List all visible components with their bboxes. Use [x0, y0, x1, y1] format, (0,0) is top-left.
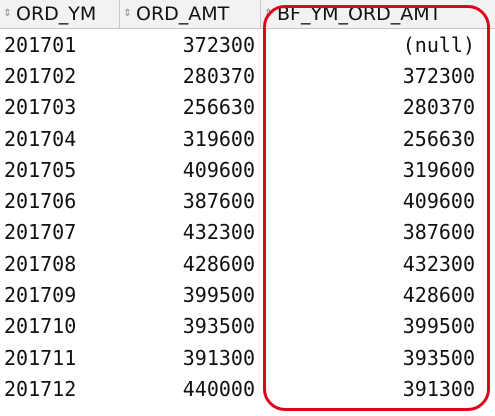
cell-bf-ym-ord-amt[interactable]: 372300 [402, 63, 475, 88]
cell-ord-ym[interactable]: 201705 [4, 157, 77, 182]
table-row[interactable]: 201711 391300 393500 [0, 342, 495, 373]
cell-ord-ym[interactable]: 201709 [4, 283, 77, 308]
cell-ord-amt[interactable]: 409600 [182, 157, 255, 182]
sort-arrows-icon[interactable]: ⇕ [264, 8, 273, 19]
results-grid: ⇕ ORD_YM ⇕ ORD_AMT ⇕ BF_YM_ORD_AMT 20170… [0, 0, 495, 405]
cell-ord-amt[interactable]: 387600 [182, 189, 255, 214]
cell-ord-ym[interactable]: 201703 [4, 95, 77, 120]
cell-bf-ym-ord-amt[interactable]: 280370 [402, 95, 475, 120]
cell-ord-amt[interactable]: 428600 [182, 251, 255, 276]
table-row[interactable]: 201702 280370 372300 [0, 60, 495, 91]
table-row[interactable]: 201709 399500 428600 [0, 279, 495, 310]
column-header-label: ORD_YM [16, 3, 97, 25]
cell-ord-amt[interactable]: 393500 [182, 314, 255, 339]
cell-ord-amt[interactable]: 391300 [182, 345, 255, 370]
table-row[interactable]: 201703 256630 280370 [0, 92, 495, 123]
grid-header: ⇕ ORD_YM ⇕ ORD_AMT ⇕ BF_YM_ORD_AMT [0, 0, 495, 29]
cell-bf-ym-ord-amt[interactable]: 399500 [402, 314, 475, 339]
cell-ord-ym[interactable]: 201704 [4, 126, 77, 151]
cell-ord-ym[interactable]: 201702 [4, 63, 77, 88]
cell-bf-ym-ord-amt[interactable]: 256630 [402, 126, 475, 151]
cell-bf-ym-ord-amt[interactable]: 409600 [402, 189, 475, 214]
column-header-label: ORD_AMT [136, 3, 230, 25]
cell-bf-ym-ord-amt[interactable]: 391300 [402, 376, 475, 401]
table-row[interactable]: 201712 440000 391300 [0, 373, 495, 404]
cell-ord-ym[interactable]: 201707 [4, 220, 77, 245]
table-row[interactable]: 201706 387600 409600 [0, 185, 495, 216]
column-header-ord-ym[interactable]: ⇕ ORD_YM [0, 0, 120, 28]
column-header-bf-ym-ord-amt[interactable]: ⇕ BF_YM_ORD_AMT [261, 0, 495, 28]
column-header-label: BF_YM_ORD_AMT [277, 3, 442, 25]
sort-arrows-icon[interactable]: ⇕ [123, 8, 132, 19]
cell-bf-ym-ord-amt[interactable]: 393500 [402, 345, 475, 370]
column-header-ord-amt[interactable]: ⇕ ORD_AMT [120, 0, 261, 28]
table-row[interactable]: 201705 409600 319600 [0, 154, 495, 185]
table-row[interactable]: 201708 428600 432300 [0, 248, 495, 279]
cell-ord-amt[interactable]: 432300 [182, 220, 255, 245]
table-row[interactable]: 201707 432300 387600 [0, 217, 495, 248]
cell-bf-ym-ord-amt[interactable]: 428600 [402, 283, 475, 308]
cell-ord-amt[interactable]: 372300 [182, 32, 255, 57]
cell-ord-amt[interactable]: 280370 [182, 63, 255, 88]
table-row[interactable]: 201710 393500 399500 [0, 311, 495, 342]
table-row[interactable]: 201701 372300 (null) [0, 29, 495, 60]
table-row[interactable]: 201704 319600 256630 [0, 123, 495, 154]
sort-arrows-icon[interactable]: ⇕ [3, 8, 12, 19]
cell-bf-ym-ord-amt[interactable]: 387600 [402, 220, 475, 245]
cell-bf-ym-ord-amt[interactable]: 432300 [402, 251, 475, 276]
grid-body: 201701 372300 (null) 201702 280370 372300 2017… [0, 29, 495, 405]
cell-bf-ym-ord-amt[interactable]: (null) [402, 32, 475, 57]
cell-ord-amt[interactable]: 256630 [182, 95, 255, 120]
cell-ord-amt[interactable]: 319600 [182, 126, 255, 151]
cell-ord-ym[interactable]: 201712 [4, 376, 77, 401]
cell-ord-ym[interactable]: 201706 [4, 189, 77, 214]
cell-ord-amt[interactable]: 440000 [182, 376, 255, 401]
cell-ord-amt[interactable]: 399500 [182, 283, 255, 308]
cell-ord-ym[interactable]: 201710 [4, 314, 77, 339]
cell-bf-ym-ord-amt[interactable]: 319600 [402, 157, 475, 182]
cell-ord-ym[interactable]: 201708 [4, 251, 77, 276]
cell-ord-ym[interactable]: 201711 [4, 345, 77, 370]
cell-ord-ym[interactable]: 201701 [4, 32, 77, 57]
